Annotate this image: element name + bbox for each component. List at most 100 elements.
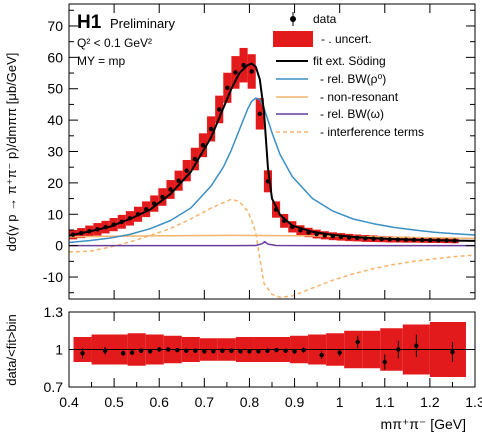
legend-uncert: - . uncert. xyxy=(321,32,372,46)
upper-y-axis-label: dσ(γ p → π⁺π⁻ p)/dmππ [μb/GeV] xyxy=(4,53,19,252)
data-point xyxy=(78,230,84,236)
ratio-point xyxy=(450,349,455,355)
x-tick-label: 1.2 xyxy=(420,394,440,410)
data-point xyxy=(436,238,441,243)
ratio-point xyxy=(220,348,225,353)
data-point xyxy=(217,107,222,112)
interf-curve xyxy=(68,198,476,299)
ratio-point xyxy=(202,349,207,354)
ratio-point xyxy=(247,349,252,354)
ratio-point xyxy=(175,347,180,353)
legend-data-marker xyxy=(290,16,296,22)
x-tick-label: 1 xyxy=(336,394,344,410)
ratio-point xyxy=(193,348,198,353)
y-tick-label: 60 xyxy=(47,49,63,65)
data-point xyxy=(452,238,457,243)
ratio-point xyxy=(166,347,171,352)
data-point xyxy=(192,156,198,162)
ratio-point xyxy=(265,348,270,353)
x-tick-label: 1.1 xyxy=(375,394,395,410)
ratio-point xyxy=(129,350,135,355)
ratio-point xyxy=(157,347,162,352)
x-tick-label: 0.7 xyxy=(195,394,215,410)
data-point xyxy=(103,224,108,230)
data-point xyxy=(257,111,263,117)
ratio-point xyxy=(396,347,401,352)
data-point xyxy=(95,227,100,232)
ratio-point xyxy=(319,352,324,358)
data-point xyxy=(168,187,173,192)
ratio-point xyxy=(355,339,360,345)
ratio-point xyxy=(292,349,297,354)
y-tick-label: 40 xyxy=(47,112,63,128)
data-point xyxy=(355,235,360,241)
ratio-point xyxy=(229,348,234,353)
x-tick-label: 0.8 xyxy=(240,394,260,410)
upper-x-ticks xyxy=(68,4,476,299)
data-point xyxy=(322,233,327,238)
data-point xyxy=(160,194,165,200)
data-point xyxy=(233,70,238,75)
legend-data: data xyxy=(313,12,337,26)
ratio-point xyxy=(184,348,189,353)
legend-interf: - interference terms xyxy=(320,125,424,139)
data-point xyxy=(225,85,230,90)
legend-omega: - rel. BW(ω) xyxy=(320,107,384,121)
ratio-point xyxy=(211,349,216,354)
upper-y-axis: -10 0 10 20 30 40 50 60 70 xyxy=(43,9,475,294)
x-axis-label: mπ⁺π⁻ [GeV] xyxy=(381,416,466,432)
data-point xyxy=(273,207,279,212)
y-tick-label: 20 xyxy=(47,175,63,191)
ratio-point xyxy=(301,347,306,353)
y-tick-label: 0 xyxy=(55,238,63,254)
legend-nonres: - non-resonant xyxy=(320,90,399,104)
data-point xyxy=(395,237,401,242)
condition-q2: Q² < 0.1 GeV² xyxy=(77,36,152,50)
data-point xyxy=(420,237,425,243)
data-point xyxy=(119,219,124,224)
data-point xyxy=(249,69,254,74)
legend-fit: fit ext. Söding xyxy=(313,54,386,68)
ratio-point xyxy=(337,350,342,355)
data-point xyxy=(127,216,133,221)
ratio-point xyxy=(414,343,419,348)
x-tick-label: 0.5 xyxy=(104,394,124,410)
ratio-point xyxy=(80,351,85,356)
data-point xyxy=(176,178,181,183)
y-tick-label: 30 xyxy=(47,144,63,160)
ratio-point xyxy=(382,359,387,365)
data-point xyxy=(111,222,116,227)
data-point xyxy=(298,228,303,233)
y-tick-label: -10 xyxy=(43,269,63,285)
y-tick-label: 50 xyxy=(47,81,63,97)
ratio-point xyxy=(138,348,144,353)
data-point xyxy=(379,236,384,242)
data-point xyxy=(346,235,352,240)
ratio-point xyxy=(102,348,108,353)
ratio-point xyxy=(148,349,153,354)
uncertainty-band xyxy=(69,47,459,244)
data-point xyxy=(143,207,149,212)
legend: data - . uncert. fit ext. Söding - rel. … xyxy=(273,12,424,139)
data-point xyxy=(200,143,206,148)
data-point xyxy=(330,234,336,239)
data-point xyxy=(428,237,433,243)
lower-y-axis: 0.7 1 1.3 xyxy=(44,304,475,395)
data-point xyxy=(363,236,368,241)
data-point xyxy=(403,237,409,242)
experiment-label: H1 xyxy=(77,12,102,33)
data-point xyxy=(135,212,141,217)
x-tick-label: 0.6 xyxy=(149,394,169,410)
data-point xyxy=(281,218,287,224)
ratio-y-tick-label: 0.7 xyxy=(44,379,64,395)
legend-rho: - rel. BW(ρ⁰) xyxy=(320,72,386,86)
ratio-point xyxy=(274,347,279,353)
ratio-point xyxy=(283,348,288,353)
ratio-y-tick-label: 1 xyxy=(55,342,63,358)
data-point xyxy=(265,179,271,184)
data-point xyxy=(314,231,319,237)
y-tick-label: 10 xyxy=(47,206,63,222)
data-point xyxy=(70,232,76,237)
ratio-y-tick-label: 1.3 xyxy=(44,304,64,320)
data-point xyxy=(152,201,157,206)
